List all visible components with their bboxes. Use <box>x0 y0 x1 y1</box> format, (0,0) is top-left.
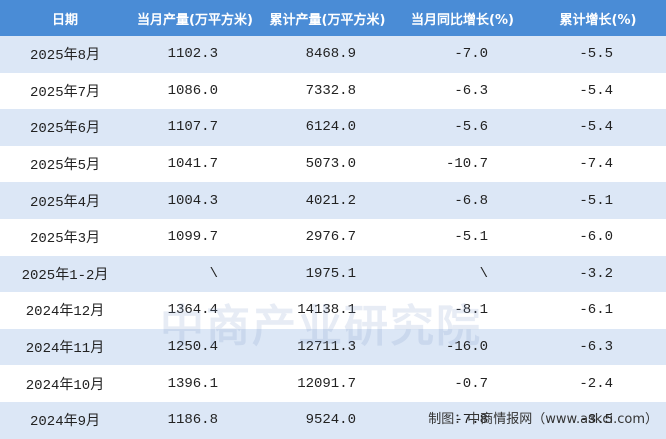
table-cell: 1099.7 <box>130 218 260 256</box>
header-cell: 当月同比增长(%) <box>395 0 530 36</box>
table-cell: 2025年4月 <box>0 182 130 219</box>
table-row: 2025年6月 1107.7 6124.0 -5.6 -5.4 <box>0 109 666 146</box>
table-cell: -10.7 <box>395 145 530 183</box>
table-cell: 1004.3 <box>130 182 260 219</box>
table-cell: -5.6 <box>395 109 530 146</box>
table-row: 2025年3月 1099.7 2976.7 -5.1 -6.0 <box>0 218 666 256</box>
table-cell: 9524.0 <box>260 401 395 439</box>
table-row: 2024年9月 1186.8 9524.0 -7.8 -3.5 <box>0 401 666 439</box>
header-cell: 当月产量(万平方米) <box>130 0 260 36</box>
table-row: 2024年11月 1250.4 12711.3 -16.0 -6.3 <box>0 328 666 366</box>
table-cell: -6.1 <box>530 292 666 329</box>
table-cell: 2024年12月 <box>0 292 130 329</box>
table-cell: 1250.4 <box>130 328 260 366</box>
table-cell: -2.4 <box>530 365 666 402</box>
table-row: 2025年5月 1041.7 5073.0 -10.7 -7.4 <box>0 145 666 183</box>
header-cell: 累计产量(万平方米) <box>260 0 395 36</box>
table-row: 2025年4月 1004.3 4021.2 -6.8 -5.1 <box>0 182 666 219</box>
table-cell: 2025年1-2月 <box>0 255 130 293</box>
table-cell: 6124.0 <box>260 109 395 146</box>
table-cell: 1102.3 <box>130 36 260 73</box>
table-cell: -7.0 <box>395 36 530 73</box>
table-cell: 1396.1 <box>130 365 260 402</box>
table-cell: -16.0 <box>395 328 530 366</box>
table-cell: -6.3 <box>395 72 530 110</box>
table-cell: -6.0 <box>530 218 666 256</box>
table-cell: 2976.7 <box>260 218 395 256</box>
header-row: 日期 当月产量(万平方米) 累计产量(万平方米) 当月同比增长(%) 累计增长(%) <box>0 0 666 36</box>
table-cell: 2024年10月 <box>0 365 130 402</box>
table-cell: 1975.1 <box>260 255 395 293</box>
table-cell: 2025年6月 <box>0 109 130 146</box>
table-cell: 5073.0 <box>260 145 395 183</box>
table-cell: -0.7 <box>395 365 530 402</box>
table-cell: 1086.0 <box>130 72 260 110</box>
table-cell: 1364.4 <box>130 292 260 329</box>
table-cell: 12711.3 <box>260 328 395 366</box>
table-cell: -7.8 <box>395 401 530 439</box>
header-cell: 累计增长(%) <box>530 0 666 36</box>
table-cell: 2025年5月 <box>0 145 130 183</box>
table-cell: -5.1 <box>395 218 530 256</box>
table-cell: -5.1 <box>530 182 666 219</box>
table-cell: -6.3 <box>530 328 666 366</box>
table-cell: -5.5 <box>530 36 666 73</box>
table-cell: 2024年11月 <box>0 328 130 366</box>
table-cell: 8468.9 <box>260 36 395 73</box>
table-cell: -7.4 <box>530 145 666 183</box>
table-cell: \ <box>130 255 260 293</box>
table-row: 2025年1-2月 \ 1975.1 \ -3.2 <box>0 255 666 293</box>
table-cell: 2025年7月 <box>0 72 130 110</box>
table-cell: -3.2 <box>530 255 666 293</box>
table-cell: -5.4 <box>530 109 666 146</box>
table-cell: \ <box>395 255 530 293</box>
header-cell: 日期 <box>0 0 130 36</box>
table-cell: 14138.1 <box>260 292 395 329</box>
table-cell: 7332.8 <box>260 72 395 110</box>
table-row: 2024年10月 1396.1 12091.7 -0.7 -2.4 <box>0 365 666 402</box>
footer: 制图：中商情报网（www.askci.com） <box>428 412 658 427</box>
table-cell: 12091.7 <box>260 365 395 402</box>
table-cell: -6.8 <box>395 182 530 219</box>
table-row: 2024年12月 1364.4 14138.1 -8.1 -6.1 <box>0 292 666 329</box>
table-cell: 1107.7 <box>130 109 260 146</box>
table-cell: 2024年9月 <box>0 401 130 439</box>
table-cell: 1041.7 <box>130 145 260 183</box>
table-row: 2025年8月 1102.3 8468.9 -7.0 -5.5 <box>0 36 666 73</box>
table-cell: 2025年8月 <box>0 36 130 73</box>
table-cell: -8.1 <box>395 292 530 329</box>
table-cell: -3.5 <box>530 401 666 439</box>
table-body: 2025年8月 1102.3 8468.9 -7.0 -5.5 2025年7月 1086.0… <box>0 36 666 439</box>
table-cell: 1186.8 <box>130 401 260 439</box>
table-cell: 2025年3月 <box>0 218 130 256</box>
table-cell: 4021.2 <box>260 182 395 219</box>
table-row: 2025年7月 1086.0 7332.8 -6.3 -5.4 <box>0 72 666 110</box>
table-cell: -5.4 <box>530 72 666 110</box>
